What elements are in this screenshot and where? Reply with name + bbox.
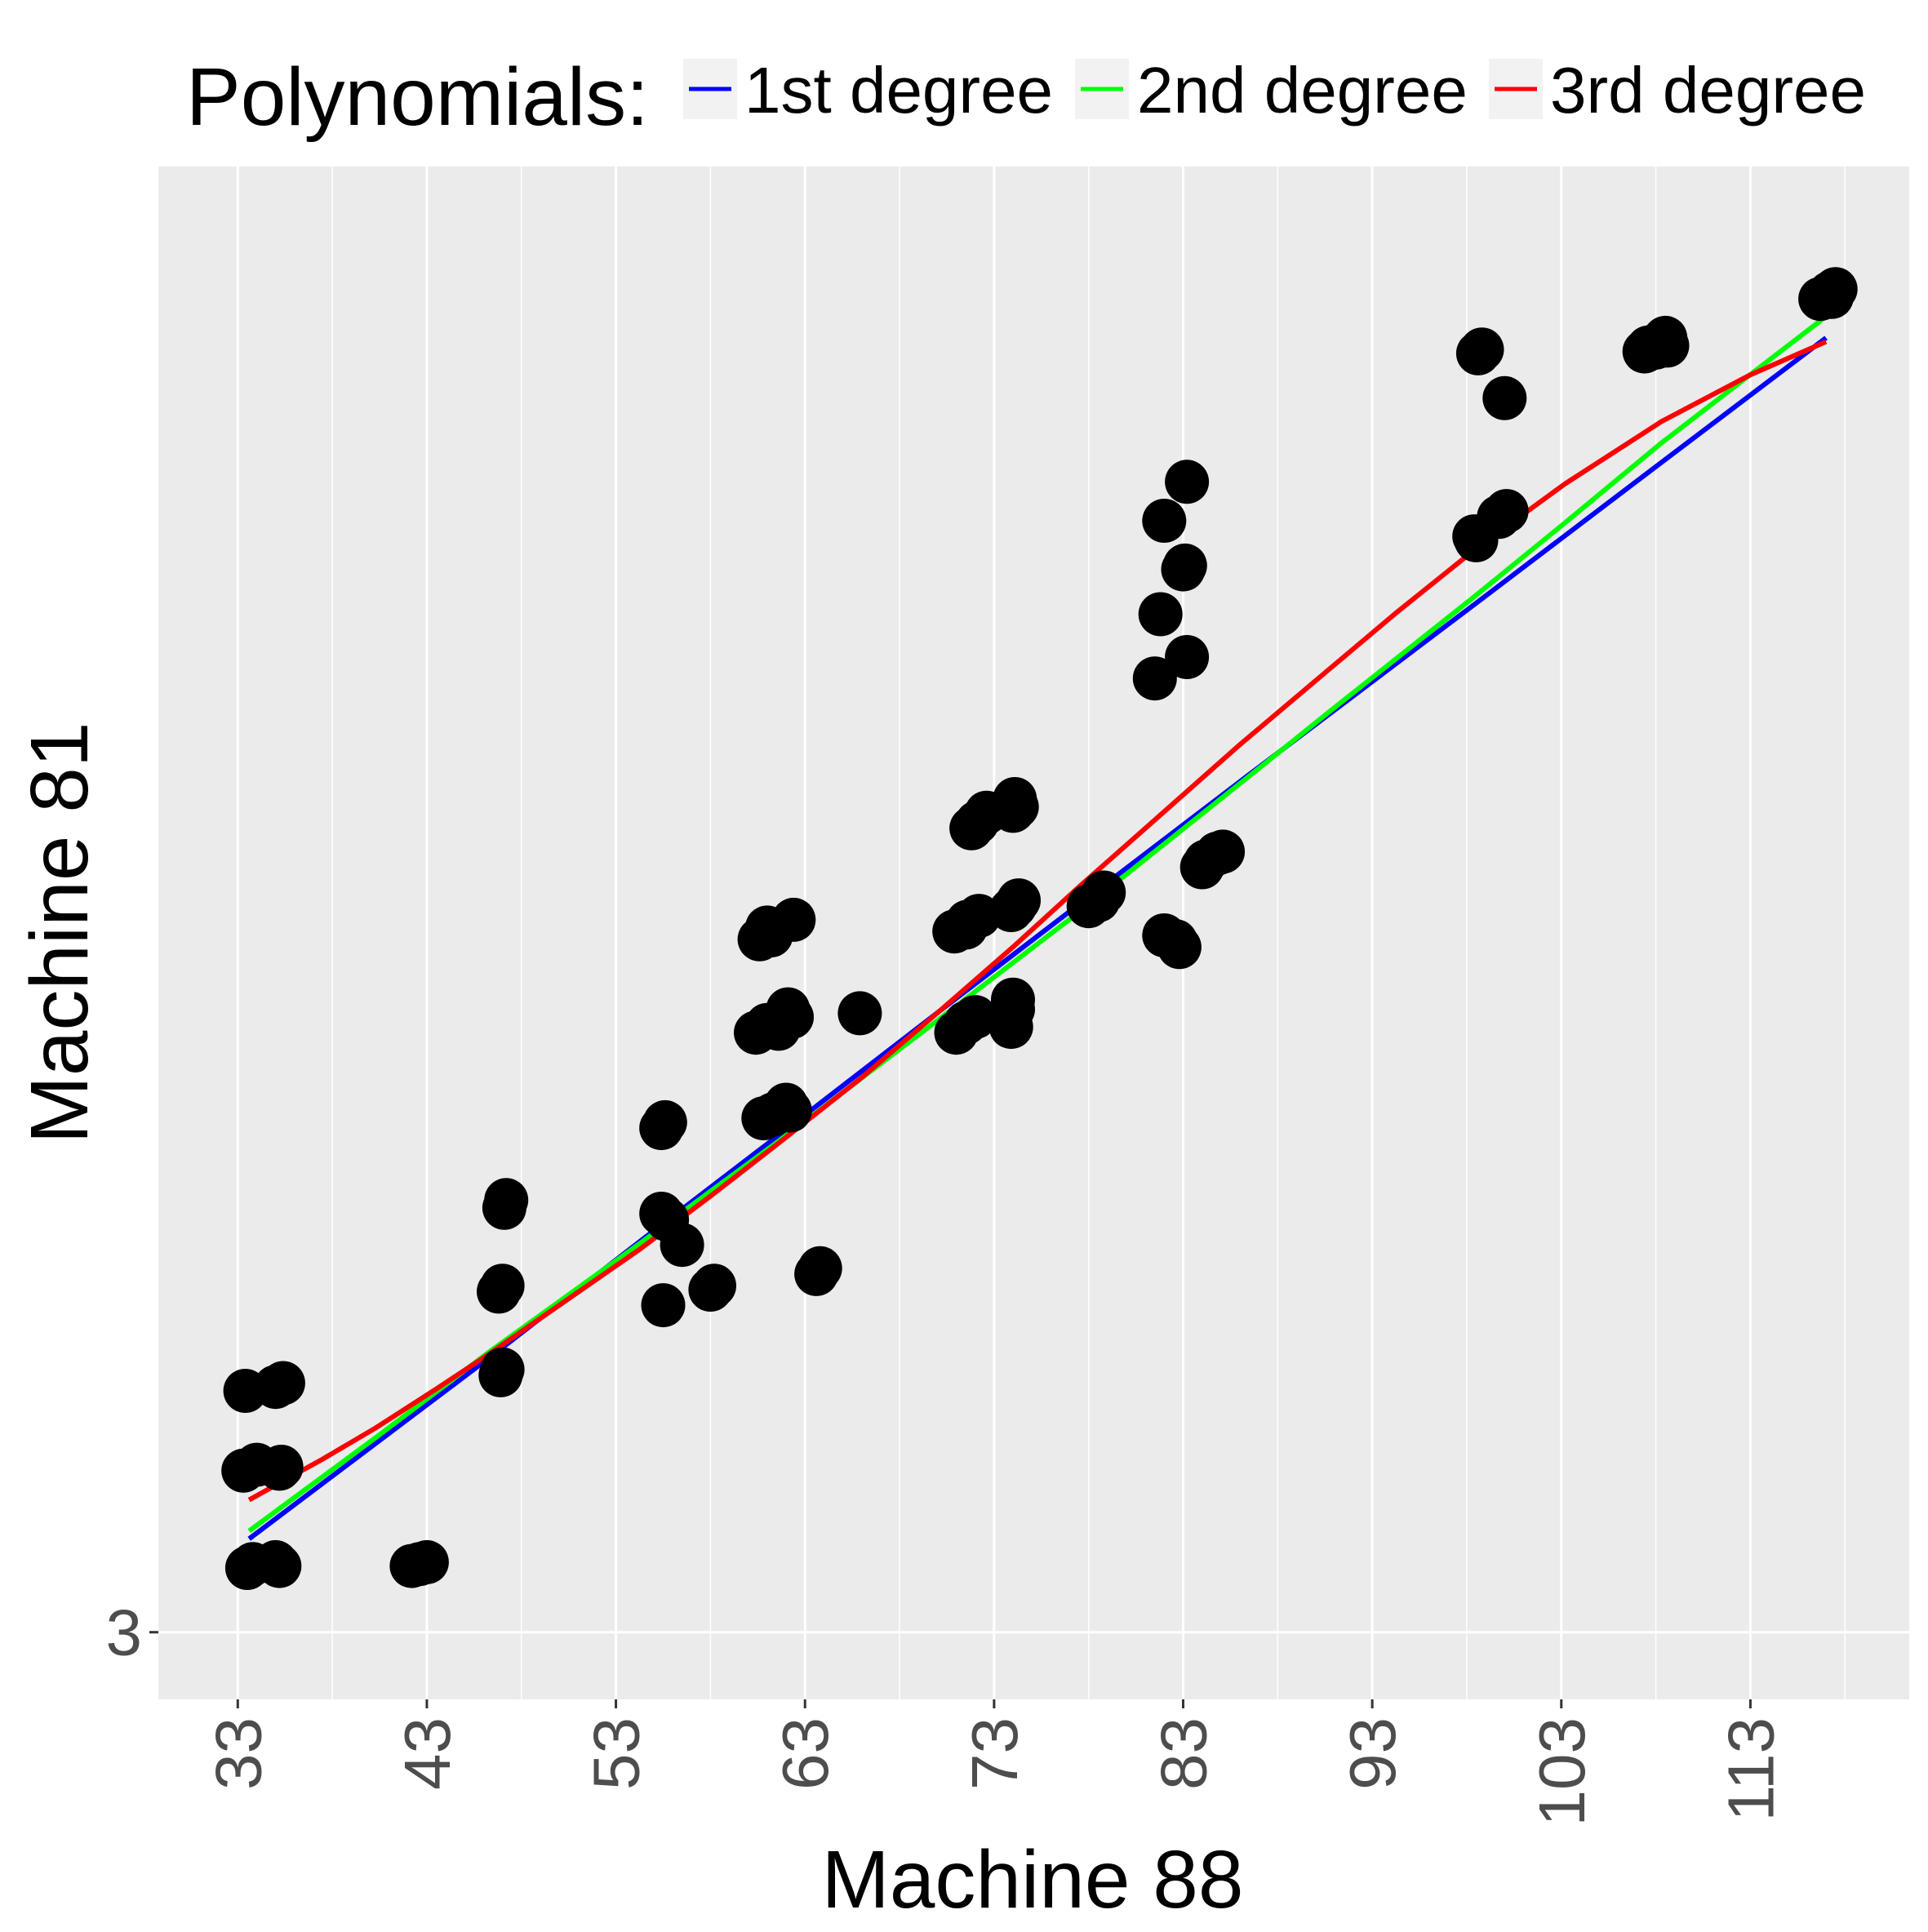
- y-axis-label: Machine 81: [14, 722, 105, 1144]
- data-point: [641, 1283, 686, 1328]
- data-point: [997, 878, 1041, 923]
- x-axis-label: Machine 88: [822, 1834, 1244, 1925]
- data-point: [1138, 592, 1183, 637]
- data-point: [1459, 327, 1504, 372]
- legend-entry-2nd-degree: 2nd degree: [1075, 54, 1468, 127]
- x-tick-label: 83: [1147, 1717, 1219, 1790]
- x-tick-label: 103: [1526, 1717, 1598, 1826]
- data-point: [484, 1178, 529, 1223]
- data-point: [991, 977, 1035, 1022]
- legend-label-3rd-degree: 3rd degree: [1550, 54, 1866, 127]
- data-point: [1142, 499, 1187, 543]
- x-tick-label: 73: [958, 1717, 1031, 1790]
- data-point: [480, 1264, 525, 1308]
- legend-entry-1st-degree: 1st degree: [683, 54, 1053, 127]
- data-point: [1201, 829, 1246, 874]
- data-point: [1082, 870, 1126, 915]
- data-point: [1157, 925, 1202, 970]
- legend: Polynomials: 1st degree 2nd degree 3rd d…: [186, 51, 1866, 143]
- data-point: [1810, 274, 1854, 319]
- data-point: [1482, 375, 1527, 420]
- legend-title: Polynomials:: [186, 51, 649, 143]
- legend-entry-3rd-degree: 3rd degree: [1489, 54, 1866, 127]
- x-tick-label: 93: [1336, 1717, 1409, 1790]
- x-tick-label: 43: [391, 1717, 464, 1790]
- data-point: [797, 1246, 842, 1290]
- data-point: [1484, 489, 1529, 534]
- data-point: [253, 1539, 298, 1584]
- legend-label-1st-degree: 1st degree: [744, 54, 1053, 127]
- data-point: [660, 1223, 704, 1268]
- data-point: [770, 995, 814, 1040]
- data-point: [692, 1264, 736, 1308]
- data-point: [260, 1361, 305, 1406]
- data-point: [767, 1088, 812, 1133]
- data-point: [993, 777, 1037, 821]
- x-tick-label: 113: [1714, 1717, 1787, 1822]
- y-tick-label: 3: [106, 1597, 143, 1669]
- data-point: [639, 1192, 684, 1236]
- x-tick-label: 53: [580, 1717, 653, 1790]
- data-point: [1132, 656, 1177, 701]
- legend-label-2nd-degree: 2nd degree: [1137, 54, 1468, 127]
- data-point: [1645, 323, 1690, 368]
- data-point: [771, 897, 816, 942]
- data-points: [221, 267, 1858, 1590]
- axes: 33 43 53 63 73 83 93 103 113 3: [106, 1597, 1788, 1827]
- data-point: [480, 1347, 525, 1392]
- x-tick-label: 63: [769, 1717, 842, 1790]
- x-tick-label: 33: [202, 1717, 274, 1790]
- data-point: [1165, 460, 1210, 504]
- data-point: [1162, 543, 1207, 588]
- data-point: [837, 991, 882, 1036]
- data-point: [259, 1445, 304, 1489]
- data-point: [1165, 635, 1210, 679]
- data-point: [404, 1539, 449, 1584]
- data-point: [642, 1099, 687, 1144]
- data-point: [953, 995, 997, 1040]
- plot-panel: [158, 167, 1909, 1699]
